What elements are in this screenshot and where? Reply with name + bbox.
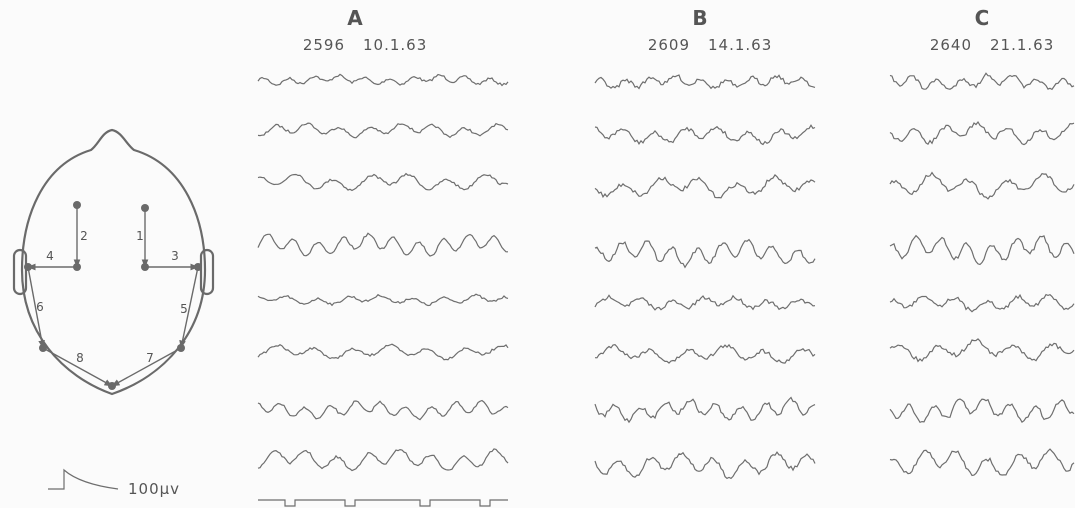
calibration: 100μv bbox=[48, 470, 180, 498]
eeg-trace bbox=[595, 125, 815, 144]
eeg-trace bbox=[890, 122, 1074, 145]
record-number: 2596 bbox=[303, 36, 345, 54]
eeg-trace bbox=[890, 399, 1074, 422]
electrode-label: 3 bbox=[171, 249, 179, 263]
eeg-trace bbox=[890, 339, 1074, 362]
eeg-trace bbox=[595, 175, 815, 198]
eeg-trace bbox=[595, 295, 815, 310]
time-marker bbox=[258, 500, 508, 506]
electrode-label: 2 bbox=[80, 229, 88, 243]
electrode-label: 1 bbox=[136, 229, 144, 243]
eeg-trace bbox=[890, 73, 1074, 89]
eeg-trace bbox=[890, 449, 1074, 475]
eeg-trace bbox=[258, 174, 508, 191]
eeg-trace bbox=[890, 173, 1074, 199]
head-diagram bbox=[14, 130, 213, 394]
calibration-pulse bbox=[48, 470, 118, 489]
eeg-trace bbox=[595, 240, 815, 268]
record-date: 10.1.63 bbox=[363, 36, 427, 54]
panel-label: B bbox=[692, 6, 707, 30]
record-date: 14.1.63 bbox=[708, 36, 772, 54]
eeg-trace bbox=[258, 449, 508, 471]
eeg-trace bbox=[595, 398, 815, 423]
eeg-trace bbox=[258, 233, 508, 256]
eeg-trace bbox=[258, 344, 508, 360]
record-number: 2609 bbox=[648, 36, 690, 54]
left-ear bbox=[14, 250, 26, 294]
eeg-trace bbox=[595, 75, 815, 89]
eeg-trace bbox=[890, 295, 1074, 312]
eeg-trace bbox=[890, 236, 1074, 265]
record-date: 21.1.63 bbox=[990, 36, 1054, 54]
record-number: 2640 bbox=[930, 36, 972, 54]
eeg-trace bbox=[258, 401, 508, 420]
eeg-trace bbox=[258, 294, 508, 305]
eeg-trace bbox=[258, 74, 508, 85]
electrodes: 1 2 3 4 5 6 7 8 bbox=[24, 201, 202, 390]
eeg-trace bbox=[595, 452, 815, 478]
panel-label: C bbox=[975, 6, 990, 30]
eeg-trace bbox=[258, 123, 508, 138]
electrode-label: 6 bbox=[36, 300, 44, 314]
electrode-label: 7 bbox=[146, 351, 154, 365]
panel-label: A bbox=[347, 6, 363, 30]
electrode-label: 4 bbox=[46, 249, 54, 263]
eeg-trace bbox=[595, 345, 815, 364]
figure: 1 2 3 4 5 6 7 8 100μv A2596 10.1.63 B2609 14.1.63 C… bbox=[0, 0, 1075, 508]
right-ear bbox=[201, 250, 213, 294]
electrode-label: 5 bbox=[180, 302, 188, 316]
electrode-label: 8 bbox=[76, 351, 84, 365]
calibration-label: 100μv bbox=[128, 480, 180, 498]
